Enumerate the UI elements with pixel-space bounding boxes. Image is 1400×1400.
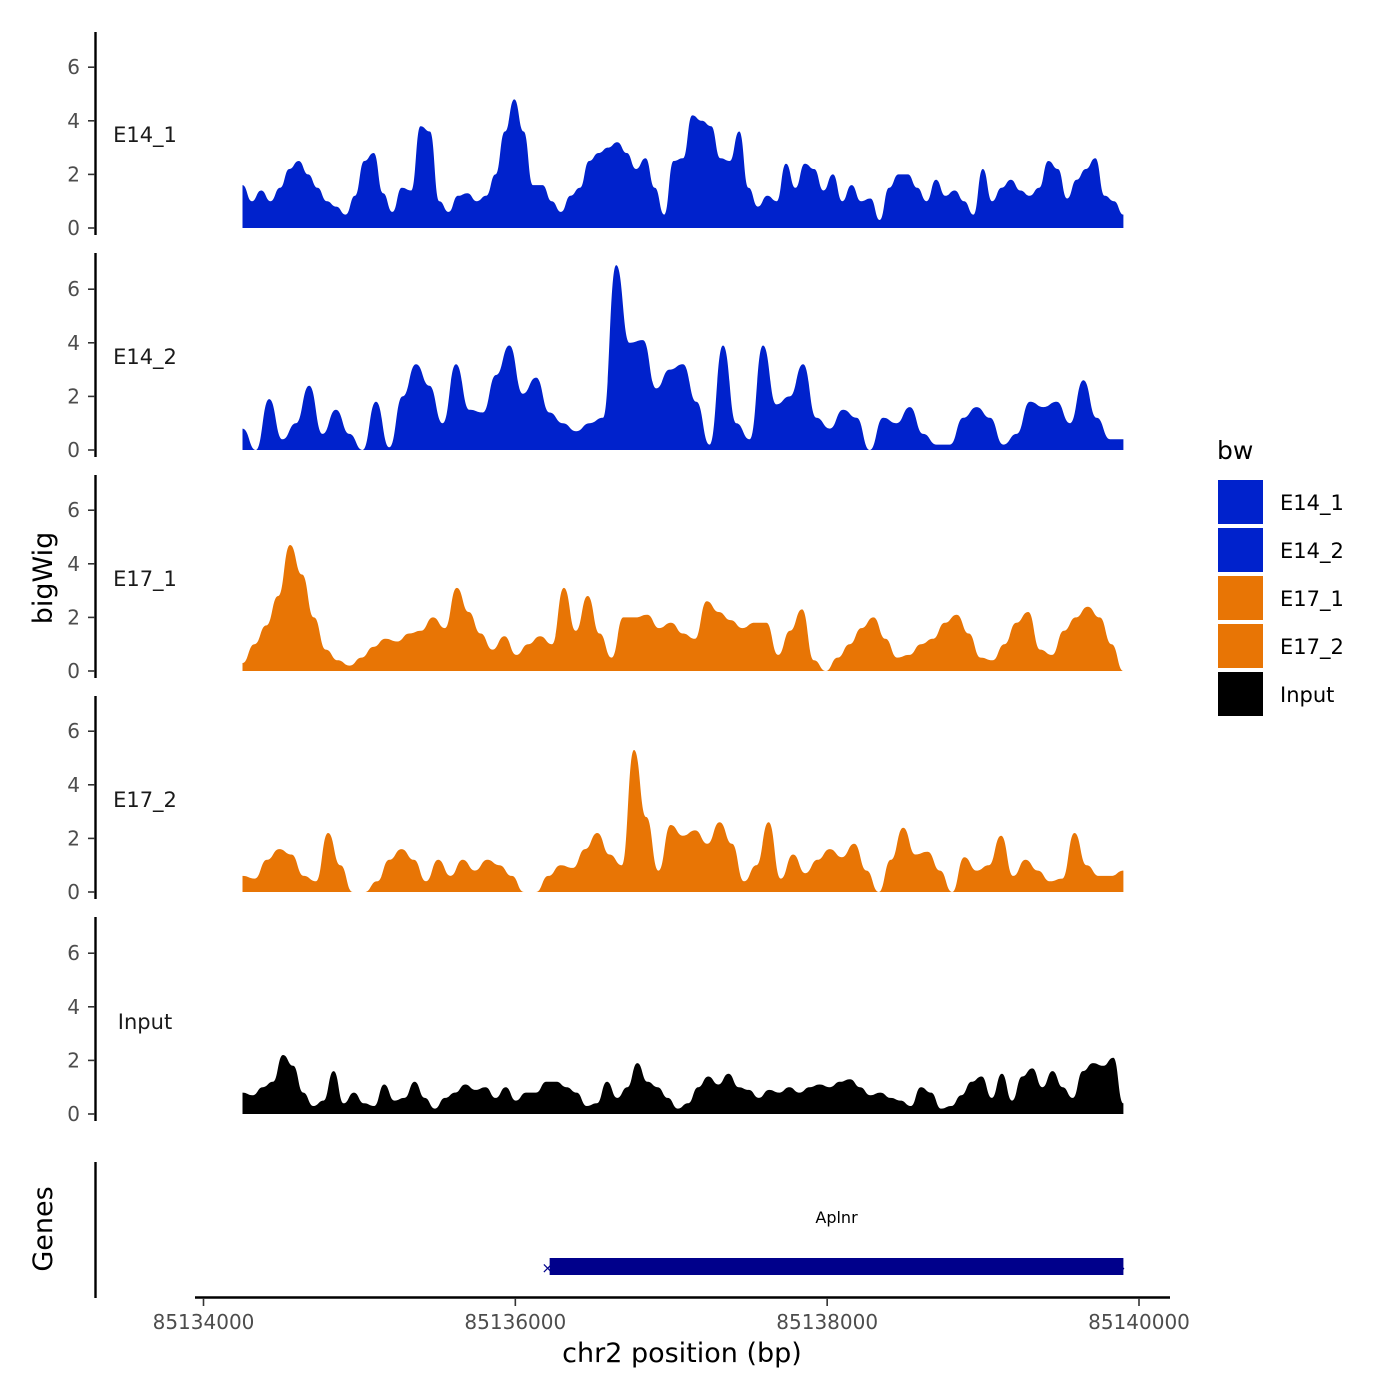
y-tick-label: 0 [67, 880, 80, 904]
y-tick-label: 2 [67, 162, 80, 186]
track-E17_1: 0 2 4 6 E17_1 [67, 475, 1124, 683]
track-label-E14_1: E14_1 [113, 123, 177, 148]
x-tick-label: 85134000 [153, 1310, 255, 1334]
signal-area-E14_1 [242, 99, 1124, 229]
legend-label-Input: Input [1280, 683, 1334, 707]
signal-area-E17_2 [242, 750, 1124, 892]
signal-area-E14_2 [242, 265, 1124, 450]
signal-area-Input [242, 1055, 1124, 1114]
signal-area-E17_1 [242, 545, 1124, 671]
tracks-group: 0 2 4 6 E14_1 0 2 4 6 E14_2 0 2 4 6 E17_1 0 2 4 6 E17_2 0 2 4 6… [67, 32, 1124, 1126]
legend-key-Input [1218, 672, 1263, 716]
x-tick-label: 85136000 [464, 1310, 566, 1334]
y-tick-label: 2 [67, 1048, 80, 1072]
y-tick-label: 2 [67, 826, 80, 850]
y-tick-label: 0 [67, 216, 80, 240]
y-tick-label: 2 [67, 384, 80, 408]
legend-key-E14_2 [1218, 528, 1263, 572]
x-axis: 85134000 85136000 85138000 85140000 chr2 po… [153, 1296, 1190, 1369]
y-tick-label: 0 [67, 659, 80, 683]
gene-end-marker: › [1119, 1259, 1125, 1277]
gene-start-marker: × [541, 1259, 554, 1277]
legend-label-E17_1: E17_1 [1280, 587, 1344, 612]
gene-body [549, 1258, 1124, 1275]
legend: bw E14_1 E14_2 E17_1 E17_2 Input [1217, 436, 1344, 716]
y-axis-title: bigWig [28, 532, 59, 625]
track-Input: 0 2 4 6 Input [67, 917, 1124, 1126]
y-tick-label: 6 [67, 498, 80, 522]
y-tick-label: 6 [67, 55, 80, 79]
legend-title: bw [1217, 436, 1253, 465]
y-tick-label: 4 [67, 109, 80, 133]
legend-key-E14_1 [1218, 480, 1263, 524]
y-tick-label: 4 [67, 552, 80, 576]
track-label-Input: Input [118, 1010, 172, 1034]
track-label-E14_2: E14_2 [113, 345, 177, 370]
legend-items: E14_1 E14_2 E17_1 E17_2 Input [1218, 480, 1344, 716]
x-tick-label: 85140000 [1088, 1310, 1190, 1334]
track-label-E17_1: E17_1 [113, 567, 177, 592]
y-tick-label: 6 [67, 941, 80, 965]
track-E14_2: 0 2 4 6 E14_2 [67, 253, 1124, 462]
legend-key-E17_2 [1218, 624, 1263, 668]
legend-label-E14_2: E14_2 [1280, 539, 1344, 564]
y-tick-label: 6 [67, 277, 80, 301]
track-E14_1: 0 2 4 6 E14_1 [67, 32, 1124, 240]
x-axis-title: chr2 position (bp) [562, 1338, 802, 1369]
y-tick-label: 4 [67, 331, 80, 355]
legend-label-E17_2: E17_2 [1280, 635, 1344, 660]
y-tick-label: 4 [67, 995, 80, 1019]
track-label-E17_2: E17_2 [113, 788, 177, 813]
legend-key-E17_1 [1218, 576, 1263, 620]
y-tick-label: 4 [67, 773, 80, 797]
y-tick-label: 6 [67, 719, 80, 743]
y-tick-label: 2 [67, 605, 80, 629]
x-ticks: 85134000 85136000 85138000 85140000 [153, 1298, 1190, 1334]
genes-axis-title: Genes [28, 1186, 59, 1271]
legend-label-E14_1: E14_1 [1280, 491, 1344, 516]
track-E17_2: 0 2 4 6 E17_2 [67, 696, 1124, 904]
y-tick-label: 0 [67, 438, 80, 462]
genes-panel: Aplnr × › Genes [28, 1162, 1125, 1298]
y-tick-label: 0 [67, 1102, 80, 1126]
x-tick-label: 85138000 [776, 1310, 878, 1334]
gene-label: Aplnr [815, 1208, 858, 1227]
